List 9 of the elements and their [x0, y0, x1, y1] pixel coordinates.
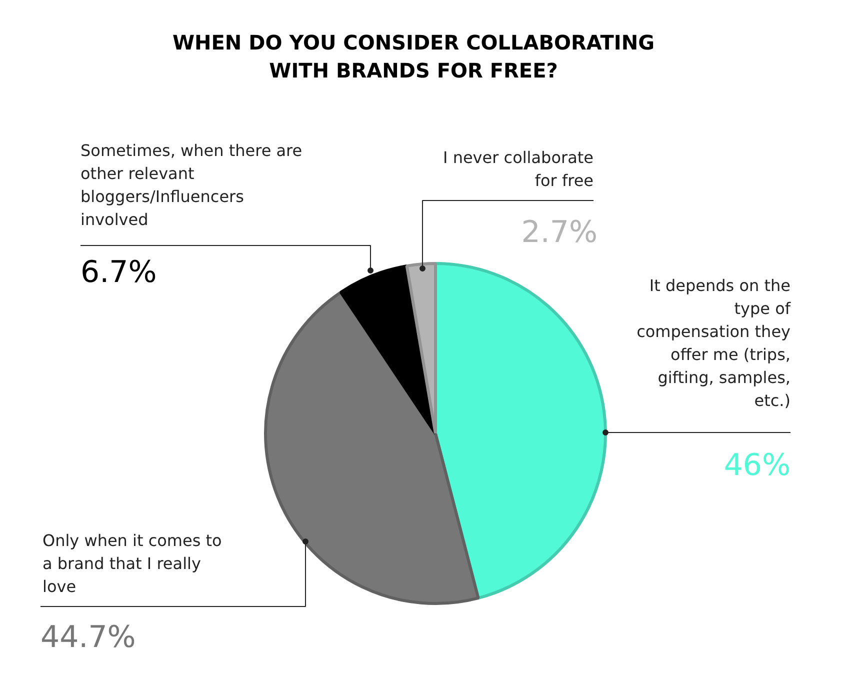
data-label: 46%	[724, 448, 791, 483]
chart-title: WHEN DO YOU CONSIDER COLLABORATING WITH BRANDS FOR FREE?	[172, 30, 655, 82]
slice-label: I never collaborate for free	[443, 148, 594, 190]
data-label: 2.7%	[521, 215, 598, 250]
slice-label: Sometimes, when there are other relevant bloggers/Influencers involved	[80, 141, 302, 229]
data-label: 6.7%	[80, 255, 157, 290]
slice-label: It depends on the type of compensation they offer me (trips, gifting, samples, etc.)	[636, 276, 791, 410]
data-label: 44.7%	[40, 620, 136, 655]
slice-label: Only when it comes to a brand that I really love	[42, 531, 222, 596]
